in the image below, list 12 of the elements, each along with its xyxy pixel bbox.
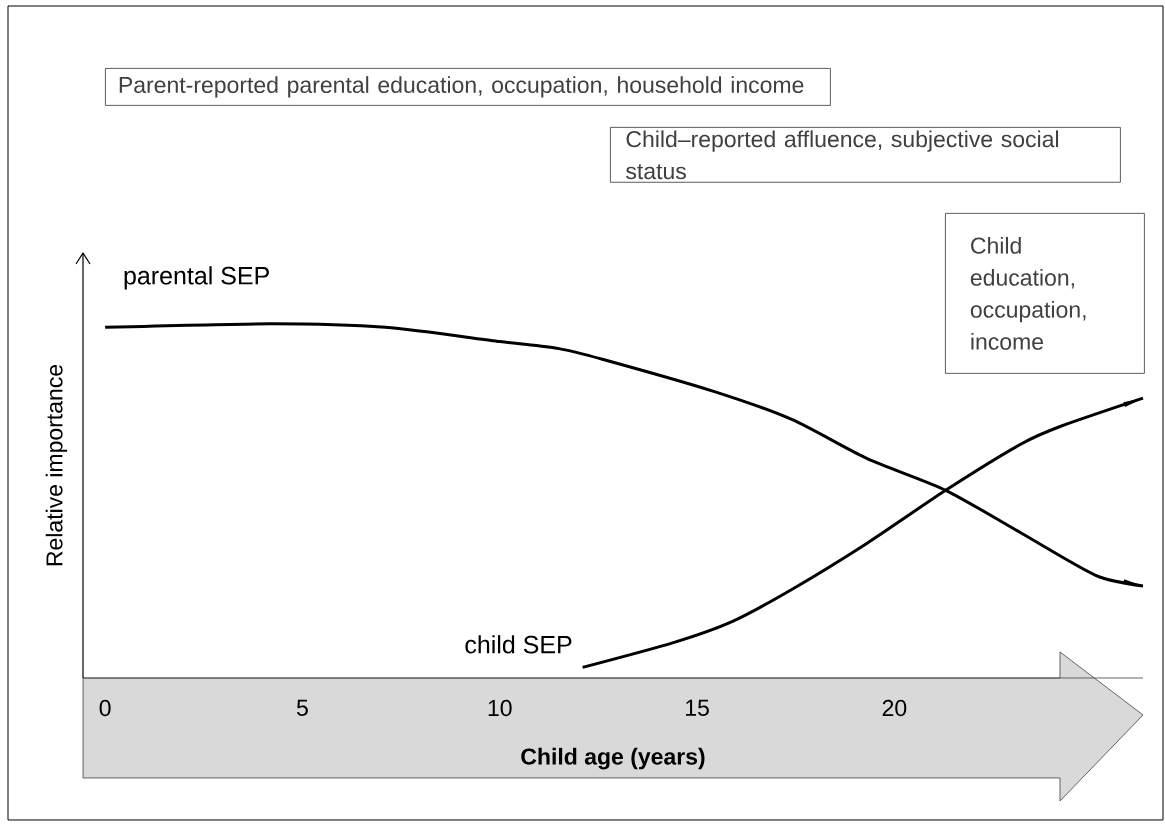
x-axis-title: Child age (years) (521, 747, 705, 770)
text: Child–reported affluence, subjective social status (626, 130, 1059, 180)
x-tick-label: 0 (99, 699, 111, 717)
y-axis-title: Relative importance (45, 364, 68, 566)
x-tick-label: 15 (686, 699, 709, 716)
x-tick-label: 5 (296, 699, 308, 716)
x-tick-label: 20 (882, 699, 907, 717)
series-label: parental SEP (124, 266, 269, 290)
text: Parent-reported parental education, occupation, household income (119, 76, 804, 98)
series-label: child SEP (465, 635, 572, 654)
annotation: Child education, occupation, income (970, 236, 1086, 350)
x-tick-label: 10 (488, 699, 512, 717)
